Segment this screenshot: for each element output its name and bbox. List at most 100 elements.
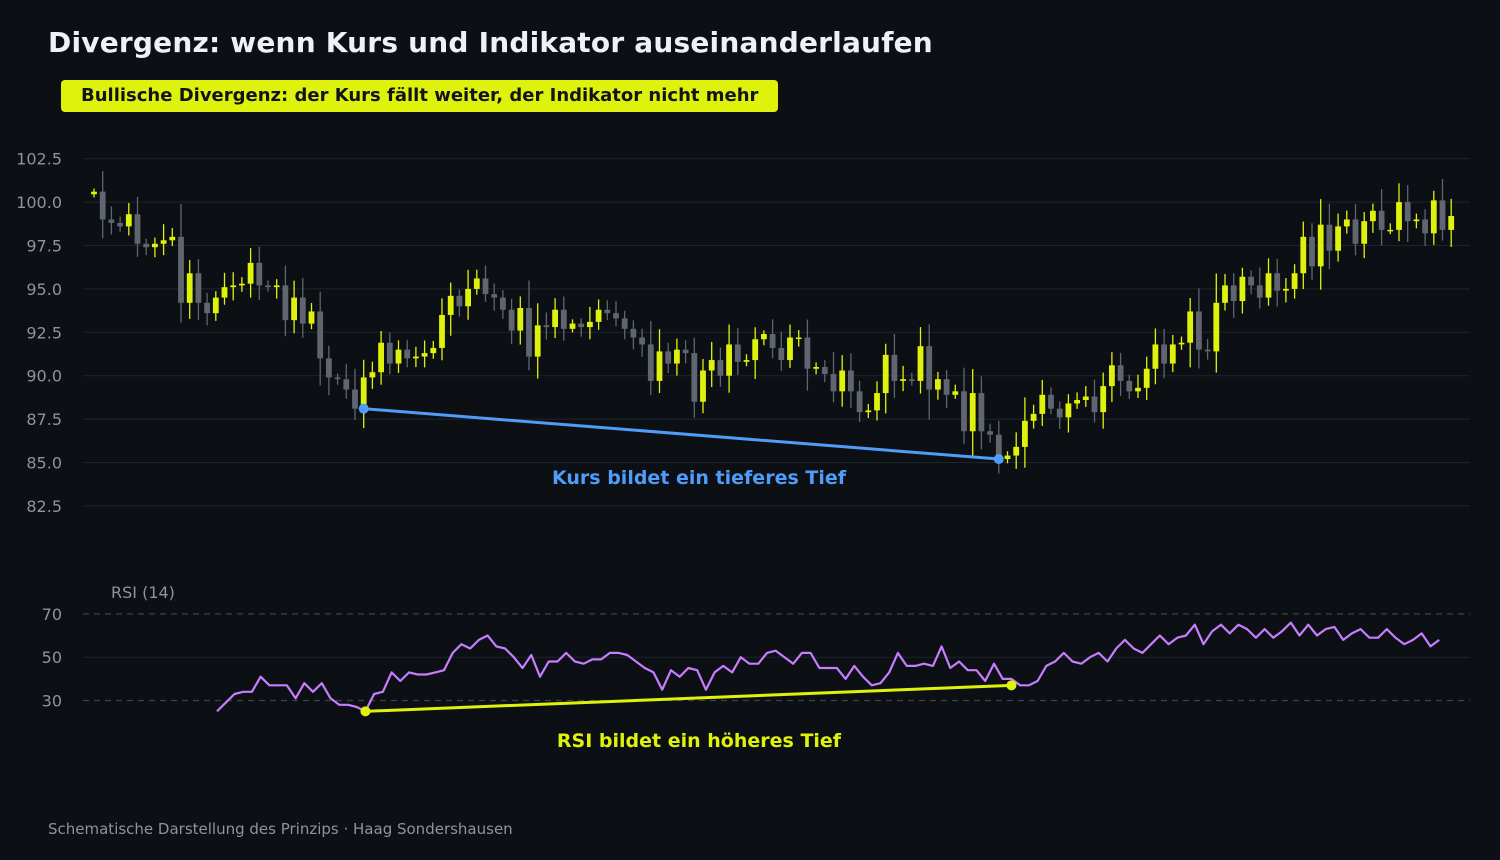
candle-body <box>247 262 254 284</box>
candle-body <box>1143 368 1150 388</box>
candle-body <box>604 309 611 314</box>
candle-body <box>1256 285 1263 298</box>
candle <box>543 312 550 340</box>
candle-body <box>1422 219 1428 234</box>
candle <box>1343 210 1350 234</box>
rsi-divergence-line <box>360 680 1017 717</box>
price-tick-label: 92.5 <box>26 323 62 342</box>
candle-body <box>1187 311 1194 343</box>
candle-body <box>500 297 506 310</box>
rsi-tick-label: 50 <box>42 648 62 667</box>
candle-body <box>848 370 854 392</box>
candle <box>1404 185 1411 243</box>
candle <box>1048 387 1054 415</box>
candle-body <box>682 349 689 354</box>
candle-body <box>578 323 585 328</box>
candle-body <box>360 377 367 409</box>
candle <box>926 324 933 420</box>
candle <box>1056 401 1063 429</box>
candle-body <box>1404 202 1411 222</box>
candle <box>152 237 158 258</box>
candle-body <box>204 302 210 314</box>
candle <box>839 355 846 407</box>
candle <box>795 330 802 347</box>
candle-body <box>908 379 915 381</box>
candle <box>708 341 715 388</box>
candle-body <box>369 372 376 378</box>
candle <box>221 272 228 305</box>
price-y-axis: 102.5 100.0 97.5 95.0 92.5 90.0 87.5 85.0 82.5 <box>16 150 62 516</box>
candle <box>1265 258 1272 306</box>
candle-body <box>230 285 237 288</box>
candle <box>552 298 558 338</box>
candle <box>291 280 297 334</box>
candle-body <box>491 294 498 298</box>
candle-body <box>1196 311 1202 350</box>
candle <box>1291 264 1298 299</box>
candle-body <box>787 337 793 361</box>
candle-body <box>743 360 750 362</box>
candle <box>517 296 524 345</box>
candlestick-series <box>91 171 1455 474</box>
candle <box>743 354 750 367</box>
candle <box>1248 270 1254 295</box>
candle <box>560 296 567 341</box>
candle-body <box>900 379 906 381</box>
candle <box>1004 451 1011 464</box>
candle <box>508 298 515 344</box>
candle-body <box>543 325 550 328</box>
candle-body <box>1065 403 1072 418</box>
candle <box>1030 404 1037 429</box>
candle <box>665 342 672 374</box>
candle <box>813 362 819 375</box>
candle-body <box>804 337 811 369</box>
price-divergence-segment <box>363 407 999 461</box>
candle-body <box>1178 342 1185 345</box>
price-divergence-label: Kurs bildet ein tieferes Tief <box>552 467 847 489</box>
candle <box>491 283 498 311</box>
candle-body <box>378 342 384 373</box>
candle-body <box>1039 394 1046 414</box>
candle-body <box>404 349 411 359</box>
candle-body <box>291 297 297 321</box>
candle-body <box>1274 273 1281 291</box>
candle <box>1387 223 1394 235</box>
rsi-panel-label: RSI (14) <box>111 583 175 602</box>
rsi-low-2-marker <box>1006 680 1017 691</box>
candle-body <box>125 214 132 227</box>
candle <box>1256 267 1263 309</box>
candle-body <box>1248 276 1254 286</box>
candle-body <box>1378 210 1385 230</box>
candle-body <box>1152 344 1159 369</box>
price-low-1-marker <box>358 403 369 414</box>
candle <box>308 303 315 330</box>
candle <box>856 380 863 423</box>
candle <box>952 384 959 399</box>
price-tick-label: 100.0 <box>16 193 62 212</box>
candle-body <box>282 285 289 321</box>
rsi-line <box>216 621 1440 713</box>
candle-body <box>969 393 976 432</box>
candle-body <box>1370 210 1376 222</box>
price-tick-label: 97.5 <box>26 237 62 256</box>
candle <box>1274 258 1281 307</box>
candle <box>778 331 785 371</box>
candle-body <box>708 360 715 371</box>
chart-title: Divergenz: wenn Kurs und Indikator ausei… <box>48 26 933 59</box>
candle-body <box>317 311 324 359</box>
candle <box>186 260 193 319</box>
candle-body <box>143 243 150 248</box>
candle-body <box>1343 219 1350 227</box>
candle <box>143 238 150 256</box>
candle-body <box>1030 413 1037 421</box>
candle-body <box>1204 349 1211 352</box>
candle <box>282 265 289 337</box>
candle-body <box>256 262 263 286</box>
candle <box>1117 352 1124 396</box>
candle-body <box>1056 408 1063 418</box>
candle-body <box>1396 202 1402 230</box>
candle-body <box>552 309 558 328</box>
candle-body <box>1326 224 1333 251</box>
candle-body <box>882 354 889 394</box>
